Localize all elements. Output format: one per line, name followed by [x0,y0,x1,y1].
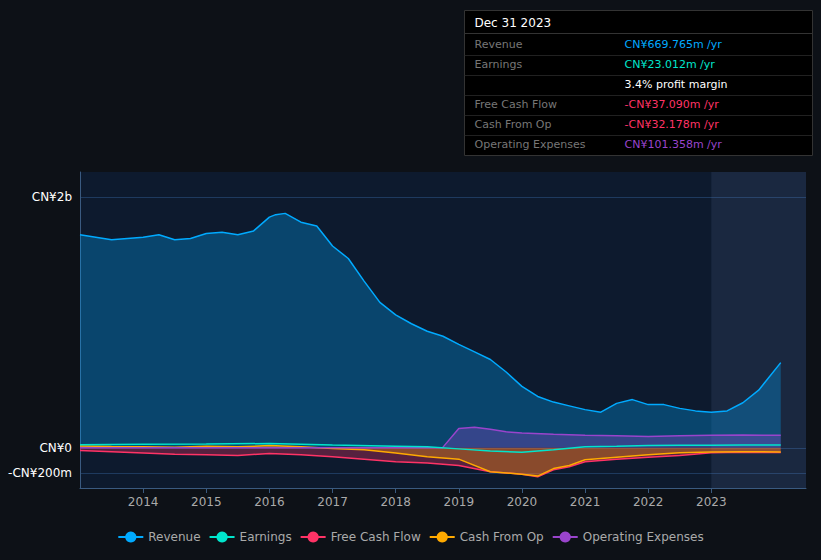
svg-text:2018: 2018 [380,495,411,509]
svg-text:2021: 2021 [570,495,601,509]
svg-text:2017: 2017 [317,495,348,509]
svg-text:Cash From Op: Cash From Op [475,118,552,131]
svg-text:CN¥2b: CN¥2b [32,190,72,204]
svg-text:2023: 2023 [696,495,727,509]
svg-text:Operating Expenses: Operating Expenses [583,530,704,544]
svg-text:Revenue: Revenue [475,38,523,51]
svg-text:CN¥101.358m /yr: CN¥101.358m /yr [625,138,723,151]
svg-text:3.4% profit margin: 3.4% profit margin [625,78,728,91]
svg-text:Earnings: Earnings [475,58,523,71]
svg-text:-CN¥200m: -CN¥200m [8,466,72,480]
svg-text:CN¥0: CN¥0 [39,441,72,455]
svg-text:Operating Expenses: Operating Expenses [475,138,586,151]
svg-text:Cash From Op: Cash From Op [460,530,544,544]
svg-text:Revenue: Revenue [148,530,200,544]
svg-text:2019: 2019 [444,495,475,509]
svg-text:2014: 2014 [128,495,159,509]
svg-text:Free Cash Flow: Free Cash Flow [475,98,558,111]
svg-text:Earnings: Earnings [240,530,292,544]
svg-text:2022: 2022 [633,495,664,509]
svg-text:CN¥669.765m /yr: CN¥669.765m /yr [625,38,723,51]
svg-text:Free Cash Flow: Free Cash Flow [331,530,421,544]
svg-text:-CN¥32.178m /yr: -CN¥32.178m /yr [625,118,720,131]
svg-text:2020: 2020 [507,495,538,509]
svg-text:Dec 31 2023: Dec 31 2023 [475,16,552,30]
svg-text:2016: 2016 [254,495,285,509]
svg-text:2015: 2015 [191,495,222,509]
svg-text:CN¥23.012m /yr: CN¥23.012m /yr [625,58,716,71]
svg-text:-CN¥37.090m /yr: -CN¥37.090m /yr [625,98,720,111]
